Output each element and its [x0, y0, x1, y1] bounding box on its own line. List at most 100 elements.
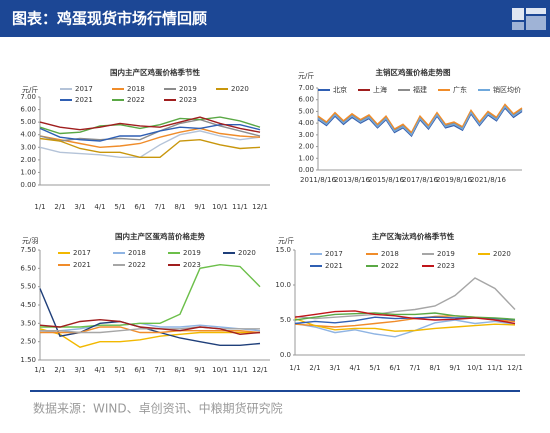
legend-label: 2020 [493, 250, 511, 258]
x-tick-label: 7/1 [154, 366, 165, 374]
x-tick-label: 7/1 [409, 364, 420, 372]
x-tick-label: 4/1 [94, 366, 105, 374]
header-bar [0, 0, 550, 37]
legend-label: 2017 [73, 249, 91, 257]
x-tick-label: 5/1 [114, 203, 125, 211]
legend-label: 2020 [231, 85, 249, 93]
y-tick-label: 3.50 [20, 319, 36, 327]
series-line [294, 310, 516, 325]
x-tick-label: 2/1 [54, 203, 65, 211]
x-tick-label: 11/1 [232, 366, 248, 374]
series-line [317, 103, 523, 134]
y-tick-label: 5.0 [280, 316, 291, 324]
source-note: 数据来源：WIND、卓创资讯、中粮期货研究院 [33, 401, 283, 416]
x-tick-label: 2013/8/16 [334, 176, 370, 184]
legend-label: 2019 [437, 250, 455, 258]
x-tick-label: 10/1 [212, 203, 228, 211]
legend-label: 2023 [179, 96, 197, 104]
x-tick-label: 4/1 [94, 203, 105, 211]
x-tick-label: 2/1 [309, 364, 320, 372]
chart-title: 国内主产区鸡蛋价格季节性 [110, 67, 200, 77]
series-line [39, 127, 261, 149]
x-tick-label: 4/1 [349, 364, 360, 372]
y-tick-label: 5.50 [20, 283, 36, 291]
y-tick-label: 0.00 [298, 166, 314, 174]
y-tick-label: 5.00 [298, 107, 314, 115]
x-tick-label: 12/1 [252, 203, 268, 211]
legend-label: 2023 [437, 262, 455, 270]
y-tick-label: 7.00 [298, 84, 314, 92]
x-tick-label: 9/1 [194, 203, 205, 211]
y-unit: 元/斤 [22, 85, 38, 94]
y-tick-label: 7.50 [20, 246, 36, 254]
y-tick-label: 10.0 [275, 281, 291, 289]
series-line [39, 137, 261, 158]
legend-label: 广东 [453, 85, 467, 94]
legend-label: 2023 [183, 261, 201, 269]
series-line [39, 318, 261, 336]
legend-label: 2018 [381, 250, 399, 258]
x-tick-label: 12/1 [252, 366, 268, 374]
y-tick-label: 6.00 [20, 106, 36, 114]
x-tick-label: 2/1 [54, 366, 65, 374]
legend-label: 2022 [128, 261, 146, 269]
series-line [317, 106, 523, 138]
x-tick-label: 11/1 [487, 364, 503, 372]
x-tick-label: 5/1 [114, 366, 125, 374]
y-tick-label: 4.50 [20, 301, 36, 309]
header-title: 图表：鸡蛋现货市场行情回顾 [12, 10, 207, 28]
y-tick-label: 6.50 [20, 264, 36, 272]
y-tick-label: 3.00 [20, 143, 36, 151]
y-tick-label: 2.00 [20, 156, 36, 164]
y-tick-label: 1.00 [298, 154, 314, 162]
x-tick-label: 2019/8/16 [436, 176, 472, 184]
legend-label: 2019 [179, 85, 197, 93]
legend-label: 2021 [325, 262, 343, 270]
x-tick-label: 2021/8/16 [470, 176, 506, 184]
series-line [294, 277, 516, 320]
x-tick-label: 7/1 [154, 203, 165, 211]
x-tick-label: 6/1 [134, 366, 145, 374]
legend-label: 2020 [238, 249, 256, 257]
x-tick-label: 8/1 [429, 364, 440, 372]
legend-label: 2021 [75, 96, 93, 104]
legend-label: 2018 [128, 249, 146, 257]
x-tick-label: 12/1 [507, 364, 523, 372]
y-tick-label: 15.0 [275, 246, 291, 254]
legend-label: 2019 [183, 249, 201, 257]
x-tick-label: 1/1 [289, 364, 300, 372]
series-line [40, 326, 260, 334]
series-line [39, 116, 261, 133]
y-tick-label: 1.00 [20, 168, 36, 176]
x-tick-label: 6/1 [134, 203, 145, 211]
x-tick-label: 11/1 [232, 203, 248, 211]
x-tick-label: 3/1 [74, 203, 85, 211]
y-tick-label: 6.00 [298, 96, 314, 104]
series-line [39, 328, 260, 348]
series-line [39, 288, 261, 346]
x-tick-label: 2011/8/16 [300, 176, 336, 184]
legend-label: 销区均价 [493, 85, 521, 94]
legend-label: 2021 [73, 261, 91, 269]
legend-label: 2017 [325, 250, 343, 258]
series-line [294, 312, 516, 321]
x-tick-label: 6/1 [389, 364, 400, 372]
y-tick-label: 4.00 [20, 131, 36, 139]
logo [512, 8, 546, 30]
y-unit: 元/羽 [22, 237, 38, 245]
x-tick-label: 1/1 [34, 203, 45, 211]
series-line [39, 130, 261, 158]
legend-label: 上海 [373, 85, 387, 94]
series-line [317, 105, 523, 137]
x-tick-label: 9/1 [194, 366, 205, 374]
y-tick-label: 4.00 [298, 119, 314, 127]
series-line [294, 317, 516, 332]
y-tick-label: 0.0 [280, 351, 291, 359]
y-tick-label: 2.00 [298, 143, 314, 151]
legend-label: 福建 [413, 85, 427, 94]
x-tick-label: 8/1 [174, 203, 185, 211]
chart-title: 主销区鸡蛋价格走势图 [376, 67, 451, 77]
y-tick-label: 7.00 [20, 93, 36, 101]
y-unit: 元/斤 [298, 71, 314, 80]
